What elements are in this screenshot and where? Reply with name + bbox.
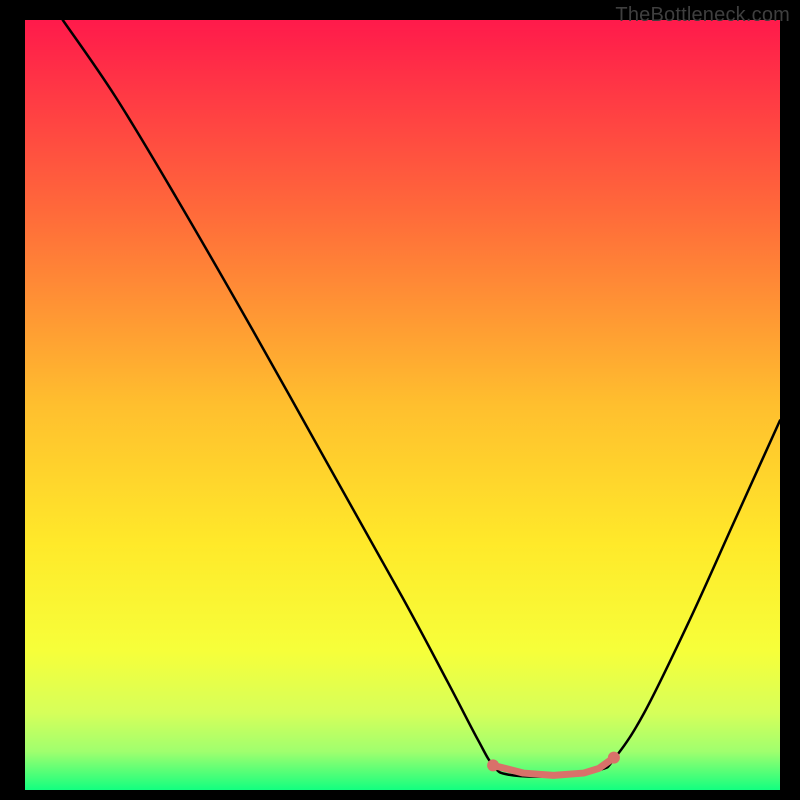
- valley-marker-dot: [520, 770, 526, 776]
- valley-marker-dot: [581, 770, 587, 776]
- valley-marker-start-dot: [487, 759, 499, 771]
- bottleneck-curve-chart: [0, 0, 800, 800]
- valley-marker-dot: [596, 765, 602, 771]
- watermark-text: TheBottleneck.com: [615, 4, 790, 27]
- valley-marker-dot: [550, 772, 556, 778]
- chart-root: TheBottleneck.com: [0, 0, 800, 800]
- valley-marker-end-dot: [608, 752, 620, 764]
